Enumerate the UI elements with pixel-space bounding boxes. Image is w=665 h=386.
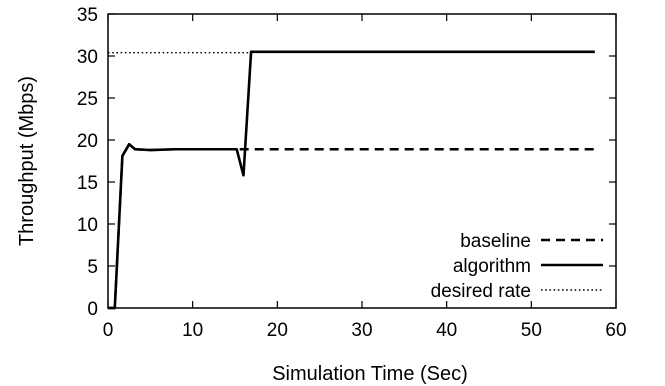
x-tick-label: 30	[351, 320, 372, 341]
legend-label: algorithm	[453, 256, 531, 277]
series-lines	[108, 50, 595, 310]
x-tick-label: 20	[267, 320, 288, 341]
y-tick-label: 25	[77, 89, 98, 110]
y-tick-labels: 0 5 10 15 20 25 30 35	[77, 5, 98, 320]
y-tick-label: 30	[77, 47, 98, 68]
y-tick-label: 10	[77, 215, 98, 236]
y-tick-label: 20	[77, 131, 98, 152]
legend-label: baseline	[460, 231, 531, 252]
x-tick-labels: 0 10 20 30 40 50 60	[103, 320, 627, 341]
x-tick-label: 60	[605, 320, 626, 341]
legend: baseline algorithm desired rate	[431, 231, 603, 302]
x-tick-label: 10	[182, 320, 203, 341]
x-axis-title: Simulation Time (Sec)	[272, 363, 468, 385]
axis-ticks	[107, 13, 617, 309]
y-tick-label: 5	[87, 257, 98, 278]
x-tick-label: 0	[103, 320, 114, 341]
series-line-algorithm	[108, 50, 595, 310]
y-axis-title: Throughput (Mbps)	[16, 76, 38, 246]
legend-label: desired rate	[431, 281, 531, 302]
x-tick-label: 50	[521, 320, 542, 341]
y-tick-label: 15	[77, 173, 98, 194]
y-tick-label: 35	[77, 5, 98, 26]
y-tick-label: 0	[87, 299, 98, 320]
x-tick-label: 40	[436, 320, 457, 341]
plot-frame	[107, 13, 617, 309]
